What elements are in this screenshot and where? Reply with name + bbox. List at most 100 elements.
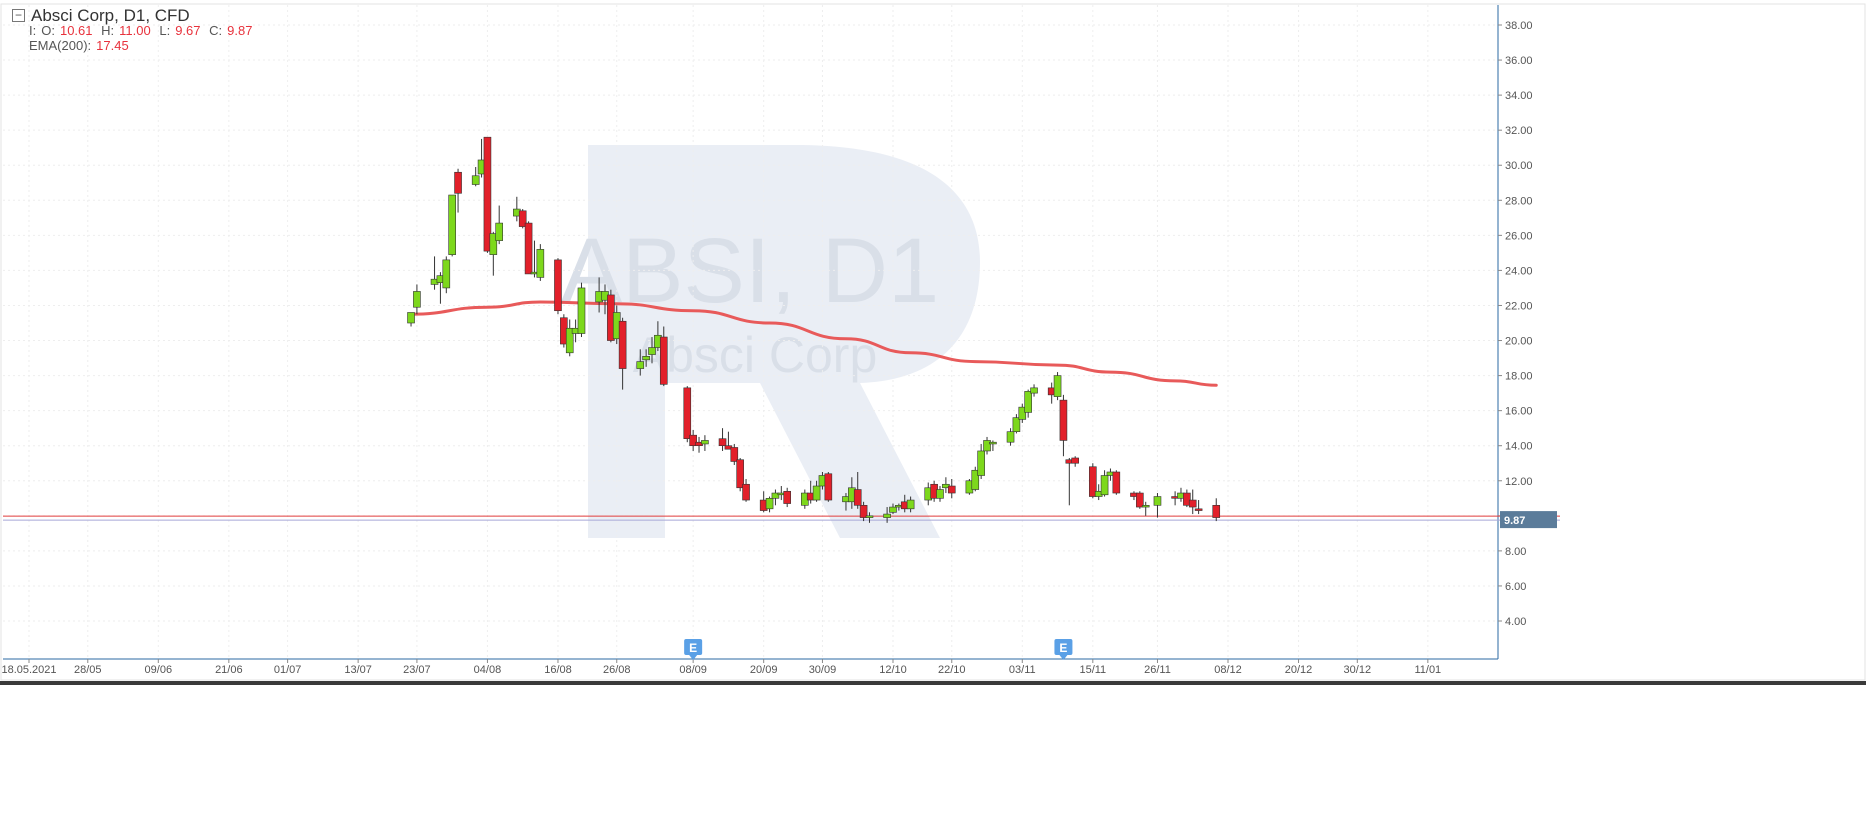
candle <box>518 209 527 229</box>
high-value: 11.00 <box>119 23 151 38</box>
candle-body-down <box>454 171 462 194</box>
candle-body-up <box>971 469 980 490</box>
chart-legend: − Absci Corp, D1, CFD I: O: 10.61 H: 11.00 … <box>12 6 257 53</box>
candle-body-down <box>824 473 833 501</box>
y-tick-label: 30.00 <box>1505 160 1533 172</box>
candle <box>1018 403 1027 423</box>
candle <box>577 282 586 338</box>
y-tick-label: 36.00 <box>1505 55 1533 67</box>
candle-body-down <box>718 438 727 447</box>
earnings-marker: E <box>1054 639 1073 660</box>
candle <box>471 166 480 187</box>
earnings-marker-label: E <box>689 641 697 655</box>
candle <box>448 194 456 257</box>
x-tick-label: 13/07 <box>344 664 372 676</box>
y-tick-label: 32.00 <box>1505 125 1533 137</box>
y-tick-label: 18.00 <box>1505 371 1533 383</box>
candle-body-up <box>812 485 821 501</box>
candle <box>936 486 944 502</box>
candle-body-up <box>1141 505 1150 508</box>
candle <box>883 507 891 523</box>
y-tick-label: 22.00 <box>1505 300 1533 312</box>
candle-body-up <box>701 440 709 445</box>
x-tick-label: 03/11 <box>1009 664 1036 676</box>
candle-body-up <box>989 441 997 445</box>
candle-body-up <box>471 175 480 185</box>
y-tick-label: 4.00 <box>1505 616 1526 628</box>
x-tick-label: 30/12 <box>1344 664 1372 676</box>
candle-body-down <box>947 485 956 494</box>
candle-body-up <box>636 361 645 369</box>
candle <box>1212 498 1221 522</box>
candle <box>495 205 503 245</box>
x-tick-label: 04/08 <box>474 664 502 676</box>
x-tick-label: 18.05.2021 <box>1 664 56 676</box>
y-tick-label: 26.00 <box>1505 230 1533 242</box>
candle <box>977 443 985 480</box>
candle <box>1136 491 1144 509</box>
candle <box>683 386 692 443</box>
y-tick-label: 14.00 <box>1505 441 1533 453</box>
candle-body-up <box>983 440 991 452</box>
candle <box>771 489 780 506</box>
y-tick-label: 20.00 <box>1505 336 1533 348</box>
grid <box>3 5 1498 659</box>
candle-body-up <box>495 222 503 241</box>
candle <box>442 256 451 294</box>
candle-body-down <box>1188 499 1197 508</box>
candle <box>1065 457 1074 506</box>
price-badge-label: 9.87 <box>1504 515 1525 527</box>
candle <box>1112 470 1121 495</box>
y-tick-label: 38.00 <box>1505 20 1533 32</box>
candle <box>489 231 498 276</box>
candle-body-down <box>742 483 750 501</box>
candle <box>1100 470 1109 497</box>
candle <box>1194 500 1203 515</box>
candle <box>524 221 533 275</box>
candles <box>407 136 1221 523</box>
candle-body-down <box>554 259 562 312</box>
x-tick-label: 30/09 <box>809 664 837 676</box>
close-value: 9.87 <box>227 23 253 38</box>
ema-200-line <box>409 300 1218 387</box>
y-tick-label: 16.00 <box>1505 406 1533 418</box>
candle-body-up <box>442 259 451 289</box>
candle-body-up <box>1053 375 1062 397</box>
high-label: H: <box>101 23 115 38</box>
earnings-marker-pointer <box>689 655 698 660</box>
candle <box>812 480 821 502</box>
candle-body-down <box>659 336 668 385</box>
candle-body-up <box>1012 417 1021 432</box>
candle-body-up <box>536 249 545 278</box>
candle <box>730 443 739 465</box>
x-tick-label: 21/06 <box>215 664 243 676</box>
candle-body-up <box>936 489 944 499</box>
candle <box>865 512 874 523</box>
low-label: L: <box>159 23 171 38</box>
earnings-marker-box <box>684 639 703 655</box>
symbol-title: Absci Corp, D1, CFD <box>31 6 190 25</box>
candle <box>1183 489 1191 508</box>
candle <box>454 168 462 213</box>
candle-body-up <box>889 506 897 513</box>
candle-body-up <box>1153 496 1162 506</box>
candle-body-up <box>865 515 874 518</box>
candle-body-down <box>736 459 744 489</box>
candle-body-down <box>853 489 862 506</box>
x-tick-label: 01/07 <box>274 664 302 676</box>
candle-body-up <box>1018 406 1027 420</box>
candle-body-up <box>765 497 774 510</box>
collapse-legend-button[interactable]: − <box>12 9 25 22</box>
candle-body-up <box>407 312 415 324</box>
candle <box>689 429 697 451</box>
candle-body-down <box>618 320 627 369</box>
candle-body-up <box>448 194 456 255</box>
candle <box>636 349 645 376</box>
candle <box>971 466 980 492</box>
candle <box>1089 463 1097 499</box>
candle <box>1188 489 1197 515</box>
chart-frame <box>0 3 1866 681</box>
x-tick-label: 09/06 <box>145 664 173 676</box>
